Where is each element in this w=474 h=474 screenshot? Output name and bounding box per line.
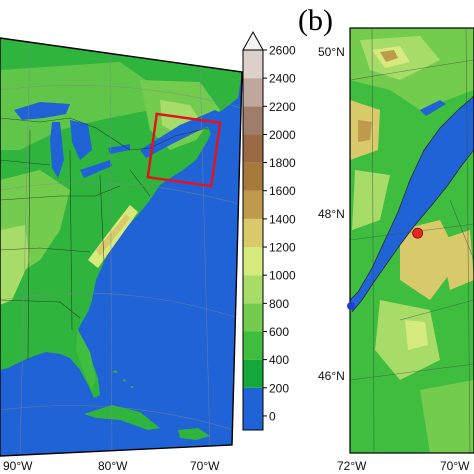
colorbar-block <box>243 190 263 219</box>
lat-label-48n: 48°N <box>318 207 345 221</box>
colorbar-tick-label: 1200 <box>269 241 296 255</box>
colorbar-tick-label: 1400 <box>269 212 296 226</box>
colorbar-tick-label: 2200 <box>269 100 296 114</box>
colorbar-tick-label: 800 <box>269 297 289 311</box>
colorbar-block <box>243 331 263 360</box>
colorbar-tick-label: 2000 <box>269 128 296 142</box>
colorbar-block <box>243 78 263 107</box>
station-marker <box>412 227 424 239</box>
lat-label-46n: 46°N <box>318 369 345 383</box>
colorbar-block <box>243 218 263 248</box>
edge-marker <box>347 302 355 310</box>
colorbar-block <box>243 134 263 163</box>
st-lawrence-estuary <box>350 96 474 312</box>
colorbar-tick-label: 1800 <box>269 156 296 170</box>
panel-b-label: (b) <box>298 4 333 37</box>
subdomain-box <box>146 112 222 188</box>
lat-label-50n: 50°N <box>318 45 345 59</box>
colorbar-block <box>243 162 263 191</box>
colorbar-tick-label: 2400 <box>269 72 296 86</box>
colorbar: 0 200 400 600 800 1000 1200 1400 1600 1800 2000 220… <box>242 30 296 431</box>
lon-label-90w: 90°W <box>3 459 33 473</box>
colorbar-arrow <box>242 30 264 51</box>
colorbar-block <box>243 387 263 430</box>
lake-erie <box>80 160 112 178</box>
cuba <box>84 405 160 430</box>
panel-b-graticule <box>350 28 474 453</box>
colorbar-tick-label: 600 <box>269 325 289 339</box>
lake-michigan <box>50 122 64 178</box>
colorbar-block <box>243 303 263 332</box>
colorbar-tick-label: 1600 <box>269 184 296 198</box>
colorbar-block <box>243 247 263 276</box>
colorbar-tick-label: 1000 <box>269 269 296 283</box>
colorbar-tick-label: 200 <box>269 381 289 395</box>
colorbar-block <box>243 359 263 388</box>
colorbar-block <box>243 50 263 79</box>
panel-a-map: 90°W 80°W 70°W <box>0 37 243 473</box>
lon-label-80w: 80°W <box>98 459 128 473</box>
colorbar-tick-label: 2600 <box>269 44 296 58</box>
lon-label-72w: 72°W <box>337 459 367 473</box>
lake-huron <box>70 120 92 160</box>
colorbar-tick-label: 400 <box>269 353 289 367</box>
graticule <box>0 38 242 456</box>
panel-b-map: (b) <box>298 4 474 473</box>
lon-label-70w-b: 70°W <box>440 459 470 473</box>
colorbar-block <box>243 106 263 135</box>
colorbar-frame <box>242 49 264 431</box>
lon-label-70w: 70°W <box>190 459 220 473</box>
political-borders <box>0 117 209 361</box>
panel-b-frame <box>349 27 474 454</box>
colorbar-block <box>243 275 263 304</box>
domain-outline <box>0 37 243 457</box>
colorbar-tick-label: 0 <box>269 409 276 423</box>
